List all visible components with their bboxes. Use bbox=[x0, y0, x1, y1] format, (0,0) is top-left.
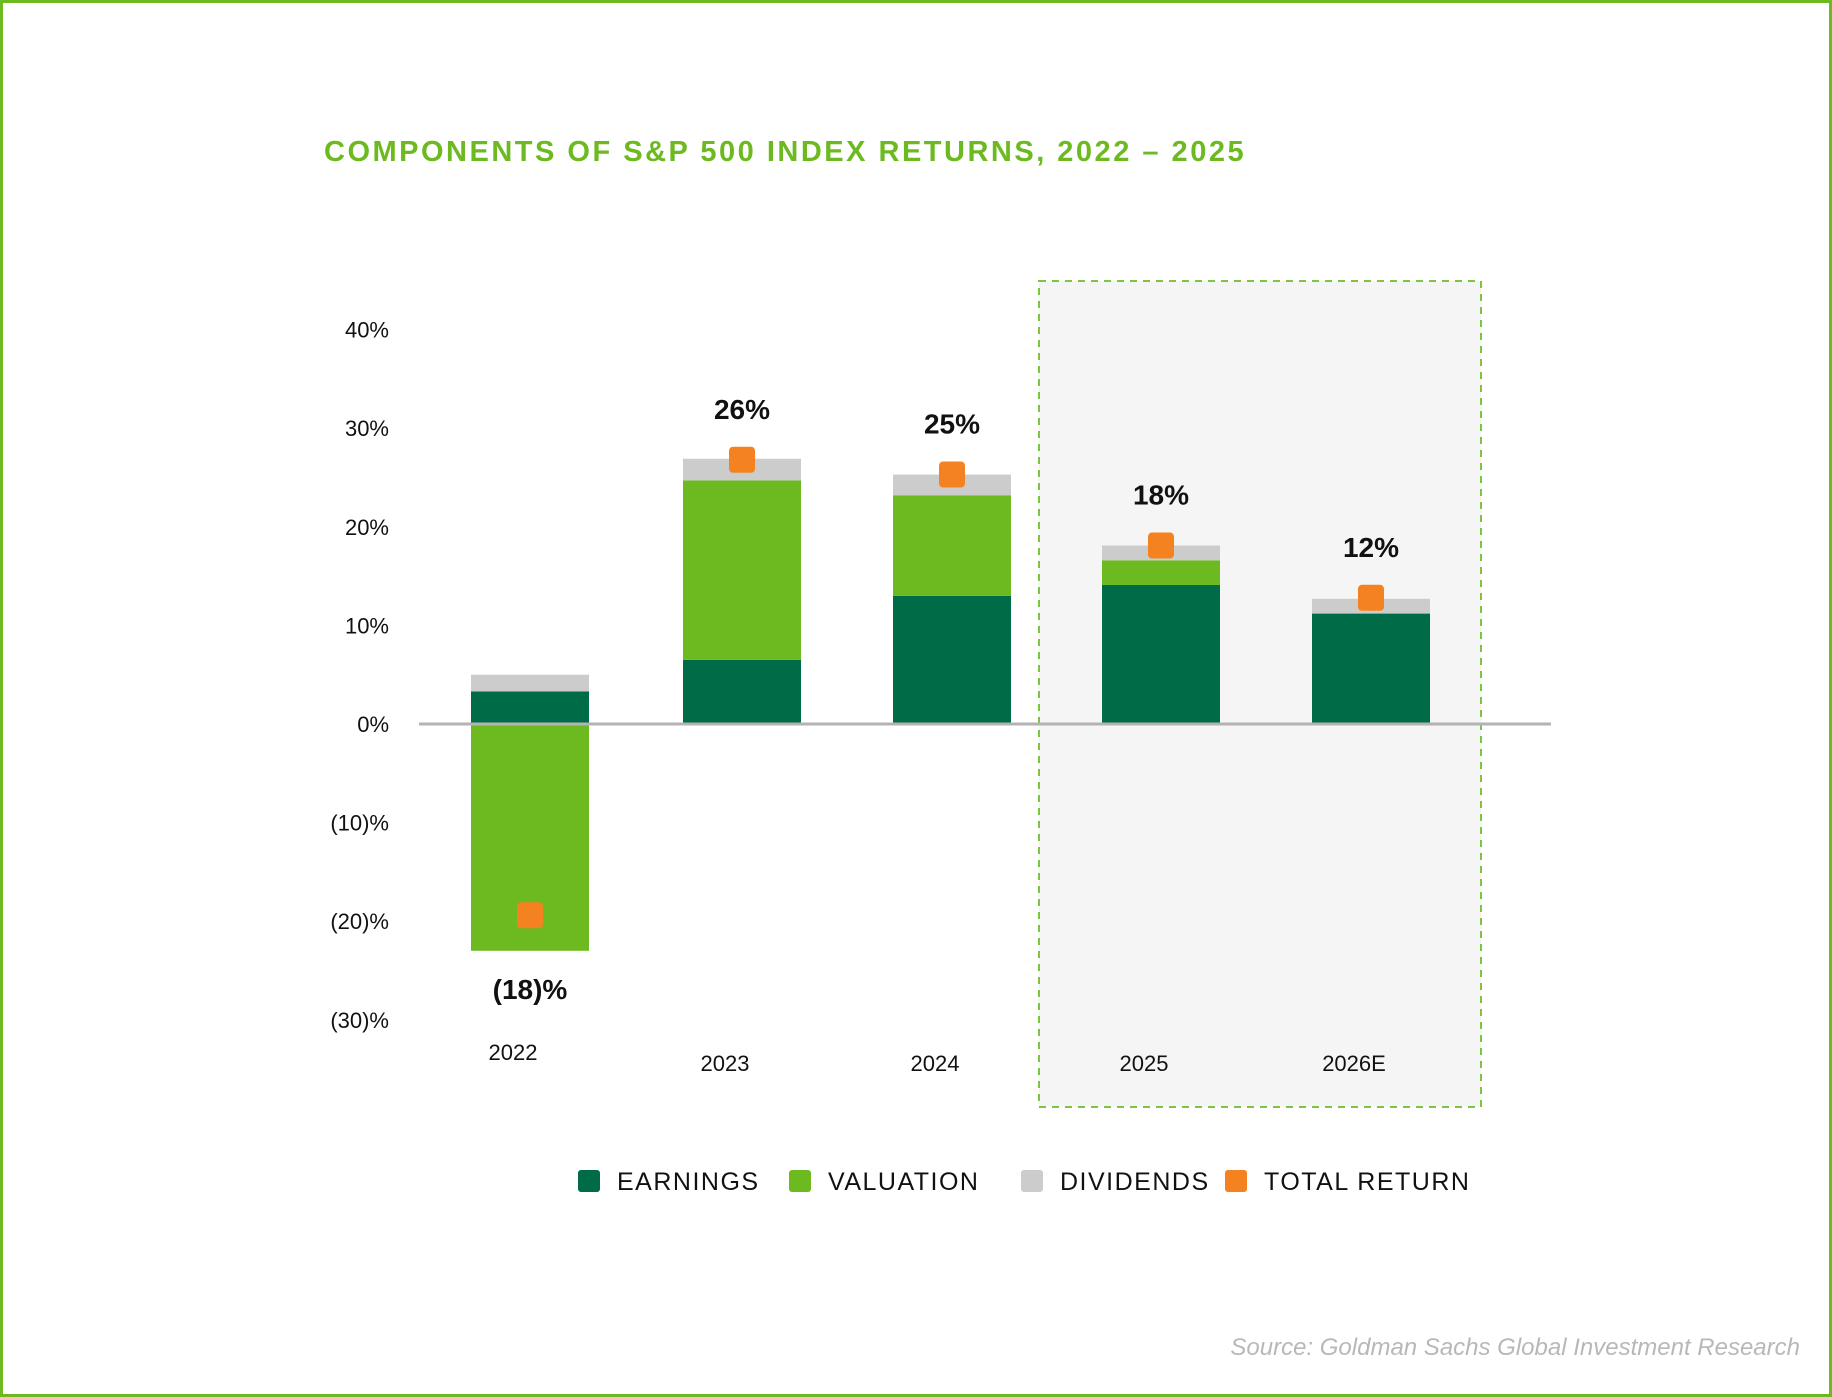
y-tick-label: 20% bbox=[345, 515, 389, 540]
bar-dividends-2022 bbox=[471, 674, 589, 692]
legend-swatch-total-return bbox=[1225, 1170, 1247, 1192]
bar-valuation-2024 bbox=[893, 495, 1011, 596]
bar-earnings-2024 bbox=[893, 595, 1011, 724]
y-tick-label: (20)% bbox=[330, 909, 389, 934]
total-return-marker-2024 bbox=[939, 461, 965, 488]
bar-earnings-2023 bbox=[683, 659, 801, 724]
legend-label-valuation: VALUATION bbox=[828, 1168, 980, 1196]
total-return-label-2023: 26% bbox=[714, 394, 770, 425]
x-tick-label-2024: 2024 bbox=[911, 1051, 960, 1076]
total-return-label-2026e: 12% bbox=[1343, 532, 1399, 563]
y-tick-label: (30)% bbox=[330, 1008, 389, 1033]
total-return-label-2025: 18% bbox=[1133, 480, 1189, 511]
chart-title: COMPONENTS OF S&P 500 INDEX RETURNS, 202… bbox=[324, 136, 1247, 168]
y-tick-label: 40% bbox=[345, 318, 389, 343]
legend-swatch-dividends bbox=[1021, 1170, 1043, 1192]
y-tick-label: 30% bbox=[345, 416, 389, 441]
legend-swatch-earnings bbox=[578, 1170, 600, 1192]
bar-earnings-2025 bbox=[1102, 584, 1220, 724]
total-return-markers bbox=[517, 446, 1384, 929]
y-axis-tick-labels: 40% 30% 20% 10% 0% (10)% (20)% (30)% bbox=[330, 318, 389, 1033]
total-return-label-2024: 25% bbox=[924, 409, 980, 440]
x-tick-label-2022: 2022 bbox=[489, 1040, 538, 1065]
legend: EARNINGS VALUATION DIVIDENDS TOTAL RETURN bbox=[578, 1168, 1470, 1196]
bar-earnings-2022 bbox=[471, 691, 589, 724]
source-note: Source: Goldman Sachs Global Investment … bbox=[1230, 1334, 1800, 1361]
legend-label-dividends: DIVIDENDS bbox=[1060, 1168, 1210, 1196]
y-tick-label: 10% bbox=[345, 613, 389, 638]
x-tick-label-2026e: 2026E bbox=[1322, 1051, 1386, 1076]
legend-label-total-return: TOTAL RETURN bbox=[1264, 1168, 1470, 1196]
y-tick-label: 0% bbox=[357, 712, 389, 737]
total-return-marker-2026e bbox=[1358, 584, 1384, 611]
total-return-labels: (18)% 26% 25% 18% 12% bbox=[493, 394, 1399, 1005]
bar-valuation-2023 bbox=[683, 480, 801, 660]
total-return-label-2022: (18)% bbox=[493, 974, 568, 1005]
x-axis-tick-labels: 2022 2023 2024 2025 2026E bbox=[489, 1040, 1386, 1076]
bar-earnings-2026e bbox=[1312, 613, 1430, 724]
bar-segments bbox=[471, 458, 1430, 951]
x-tick-label-2023: 2023 bbox=[701, 1051, 750, 1076]
y-tick-label: (10)% bbox=[330, 811, 389, 836]
legend-label-earnings: EARNINGS bbox=[617, 1168, 760, 1196]
total-return-marker-2025 bbox=[1148, 532, 1174, 559]
total-return-marker-2022 bbox=[517, 902, 543, 929]
bar-valuation-2025 bbox=[1102, 560, 1220, 585]
x-tick-label-2025: 2025 bbox=[1120, 1051, 1169, 1076]
total-return-marker-2023 bbox=[729, 446, 755, 473]
legend-swatch-valuation bbox=[789, 1170, 811, 1192]
